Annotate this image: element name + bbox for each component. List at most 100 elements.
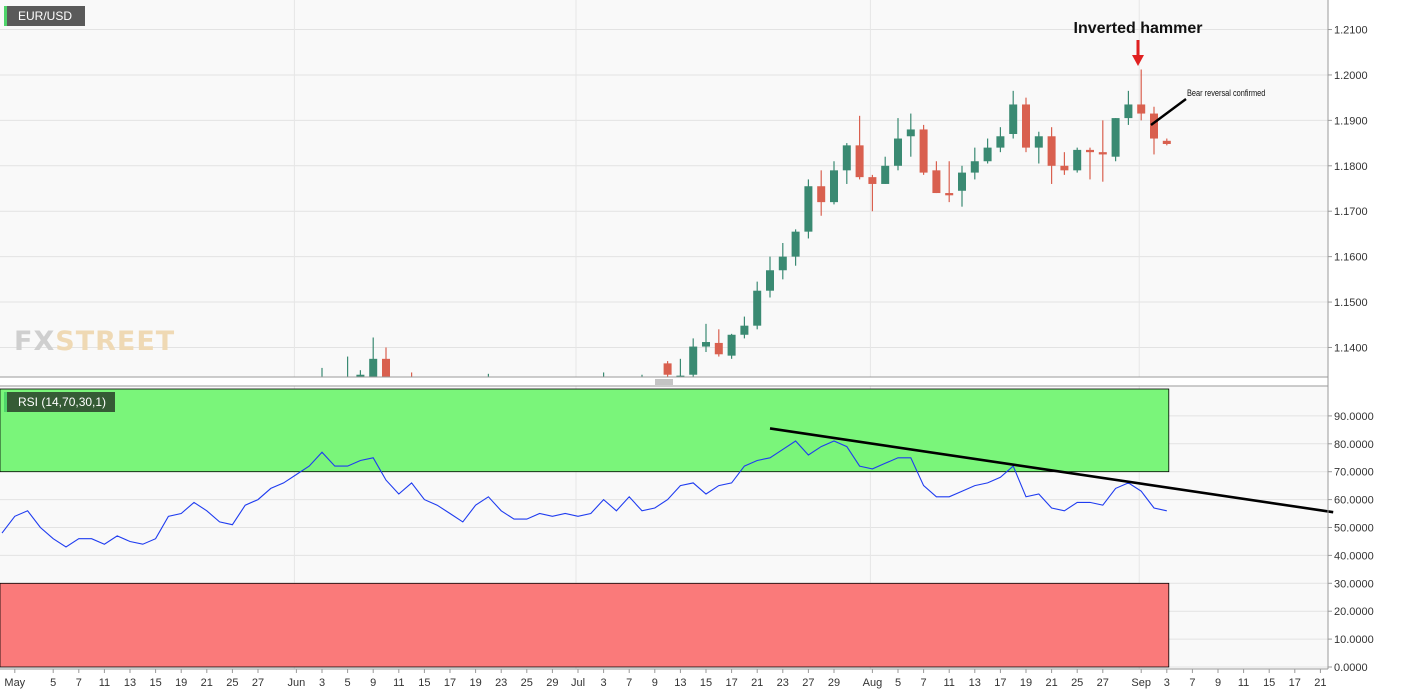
date-tick-label: 27 — [802, 677, 814, 689]
price-tick-label: 1.2100 — [1334, 25, 1368, 37]
date-tick-label: 9 — [370, 677, 376, 689]
price-tick-label: 1.1600 — [1334, 252, 1368, 264]
date-tick-label: 17 — [725, 677, 737, 689]
bullish-candle — [1073, 149, 1082, 171]
date-tick-label: 15 — [1263, 677, 1275, 689]
rsi-tick-label: 30.0000 — [1334, 578, 1374, 590]
fxstreet-logo: FXSTREET — [14, 326, 175, 357]
rsi-tick-label: 90.0000 — [1334, 411, 1374, 423]
date-tick-label: 15 — [149, 677, 161, 689]
bullish-candle — [676, 375, 685, 377]
symbol-label[interactable]: EUR/USD — [4, 6, 85, 26]
date-tick-label: 11 — [99, 677, 110, 689]
date-tick-label: 29 — [828, 677, 840, 689]
price-grid — [0, 0, 1328, 377]
bullish-candle — [766, 270, 774, 291]
rsi-trendline — [769, 427, 1334, 514]
bullish-candle — [702, 342, 710, 347]
bullish-candle — [906, 129, 915, 137]
date-tick-label: 21 — [1314, 677, 1326, 689]
date-tick-label: 5 — [345, 677, 351, 689]
bullish-candle — [689, 346, 698, 375]
overbought-zone — [0, 388, 1170, 473]
date-tick-label: 13 — [969, 677, 981, 689]
price-tick-label: 1.2000 — [1334, 70, 1368, 82]
bearish-candle — [663, 363, 672, 375]
bullish-candle — [1034, 136, 1043, 148]
bearish-candle — [714, 342, 723, 355]
date-tick-label: 5 — [50, 677, 56, 689]
rsi-tick-label: 40.0000 — [1334, 550, 1374, 562]
bullish-candle — [881, 165, 890, 184]
date-tick-label: 27 — [252, 677, 264, 689]
date-axis: May 5 7 11 13 15 19 21 25 27 Jun 3 5 9 11 15 17 19 23 25 29 J… — [4, 669, 1327, 689]
candlestick-series — [321, 69, 1171, 377]
date-tick-label: 19 — [1020, 677, 1032, 689]
date-tick-label: 23 — [777, 677, 789, 689]
date-tick-label: 29 — [546, 677, 558, 689]
panel-borders — [0, 0, 1329, 670]
date-tick-label: 27 — [1097, 677, 1109, 689]
date-tick-label: 19 — [175, 677, 187, 689]
panel-resize-handle[interactable] — [655, 379, 673, 385]
date-tick-label: Aug — [863, 677, 883, 689]
bullish-candle — [970, 161, 979, 173]
bullish-candle — [356, 374, 365, 377]
date-tick-label: 25 — [521, 677, 533, 689]
bearish-candle — [1150, 113, 1158, 139]
hammer-arrow — [1132, 40, 1144, 66]
date-tick-label: 17 — [994, 677, 1006, 689]
inverted-hammer-annotation: Inverted hammer — [1073, 20, 1203, 37]
logo-street: STREET — [55, 326, 176, 357]
date-tick-label: 9 — [652, 677, 658, 689]
price-axis: 1.2100 1.2000 1.1900 1.1800 1.1700 1.1600 1.15… — [1328, 25, 1368, 354]
bearish-candle — [855, 145, 864, 178]
rsi-indicator-label[interactable]: RSI (14,70,30,1) — [4, 392, 115, 412]
bullish-candle — [369, 358, 378, 377]
date-tick-label: 9 — [1215, 677, 1221, 689]
oversold-zone — [0, 582, 1170, 668]
date-tick-label: 21 — [201, 677, 213, 689]
date-tick-label: 3 — [319, 677, 325, 689]
date-tick-label: 3 — [1164, 677, 1170, 689]
date-tick-label: 17 — [444, 677, 456, 689]
rsi-axis: 90.0000 80.0000 70.0000 60.0000 50.0000 40.00… — [1328, 411, 1374, 674]
date-tick-label: 11 — [1238, 677, 1249, 689]
price-tick-label: 1.1500 — [1334, 297, 1368, 309]
bearish-candle — [1060, 165, 1069, 171]
date-tick-label: 7 — [921, 677, 927, 689]
bearish-candle — [919, 129, 928, 173]
logo-fx: FX — [14, 326, 56, 357]
bullish-candle — [1009, 104, 1018, 134]
bearish-candle — [382, 358, 390, 377]
reversal-pointer — [1150, 98, 1187, 126]
bullish-candle — [830, 170, 838, 203]
date-tick-label: 7 — [626, 677, 632, 689]
rsi-tick-label: 80.0000 — [1334, 439, 1374, 451]
date-tick-label: 15 — [418, 677, 430, 689]
rsi-tick-label: 20.0000 — [1334, 606, 1374, 618]
date-tick-label: 3 — [601, 677, 607, 689]
bullish-candle — [791, 231, 800, 257]
bullish-candle — [983, 147, 992, 162]
price-panel-background — [0, 0, 1328, 377]
price-tick-label: 1.1400 — [1334, 342, 1368, 354]
date-tick-label: May — [4, 677, 25, 689]
date-tick-label: 15 — [700, 677, 712, 689]
date-tick-label: 19 — [469, 677, 481, 689]
bearish-candle — [932, 170, 941, 194]
bullish-candle — [958, 172, 966, 191]
date-tick-label: 13 — [674, 677, 686, 689]
bearish-candle — [1047, 136, 1056, 166]
bullish-candle — [842, 145, 851, 171]
date-tick-label: 7 — [1189, 677, 1195, 689]
date-tick-label: Jul — [571, 677, 585, 689]
bullish-candle — [996, 136, 1005, 148]
bear-reversal-annotation: Bear reversal confirmed — [1187, 88, 1266, 98]
bearish-candle — [817, 186, 826, 203]
bearish-candle — [1098, 152, 1107, 155]
date-tick-label: 11 — [393, 677, 404, 689]
bullish-candle — [727, 334, 736, 356]
bearish-candle — [1086, 149, 1094, 153]
